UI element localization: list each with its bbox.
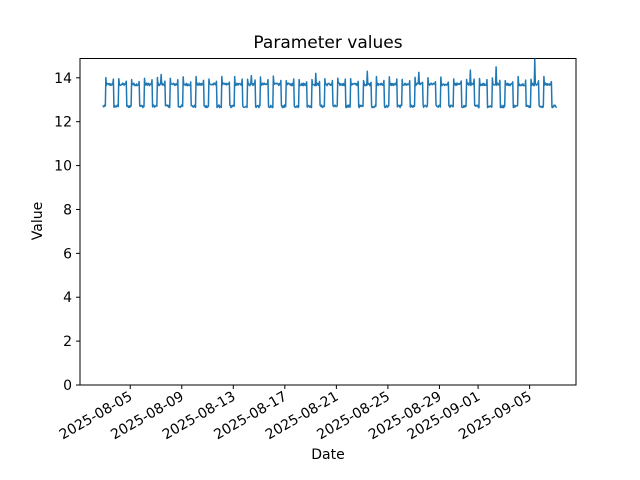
y-tick-label: 12 xyxy=(54,115,72,131)
y-tick-label: 10 xyxy=(54,159,72,175)
y-tick-label: 6 xyxy=(63,246,72,262)
data-series-line xyxy=(102,58,557,109)
y-tick-label: 2 xyxy=(63,334,72,350)
plot-area-frame xyxy=(79,58,577,386)
y-axis-label: Value xyxy=(30,201,46,241)
y-tick-label: 0 xyxy=(63,378,72,394)
y-tick-label: 8 xyxy=(63,202,72,218)
y-tick-label: 14 xyxy=(54,71,72,87)
chart-title: Parameter values xyxy=(253,33,403,53)
y-tick-label: 4 xyxy=(63,290,72,306)
x-axis-label: Date xyxy=(311,447,345,463)
